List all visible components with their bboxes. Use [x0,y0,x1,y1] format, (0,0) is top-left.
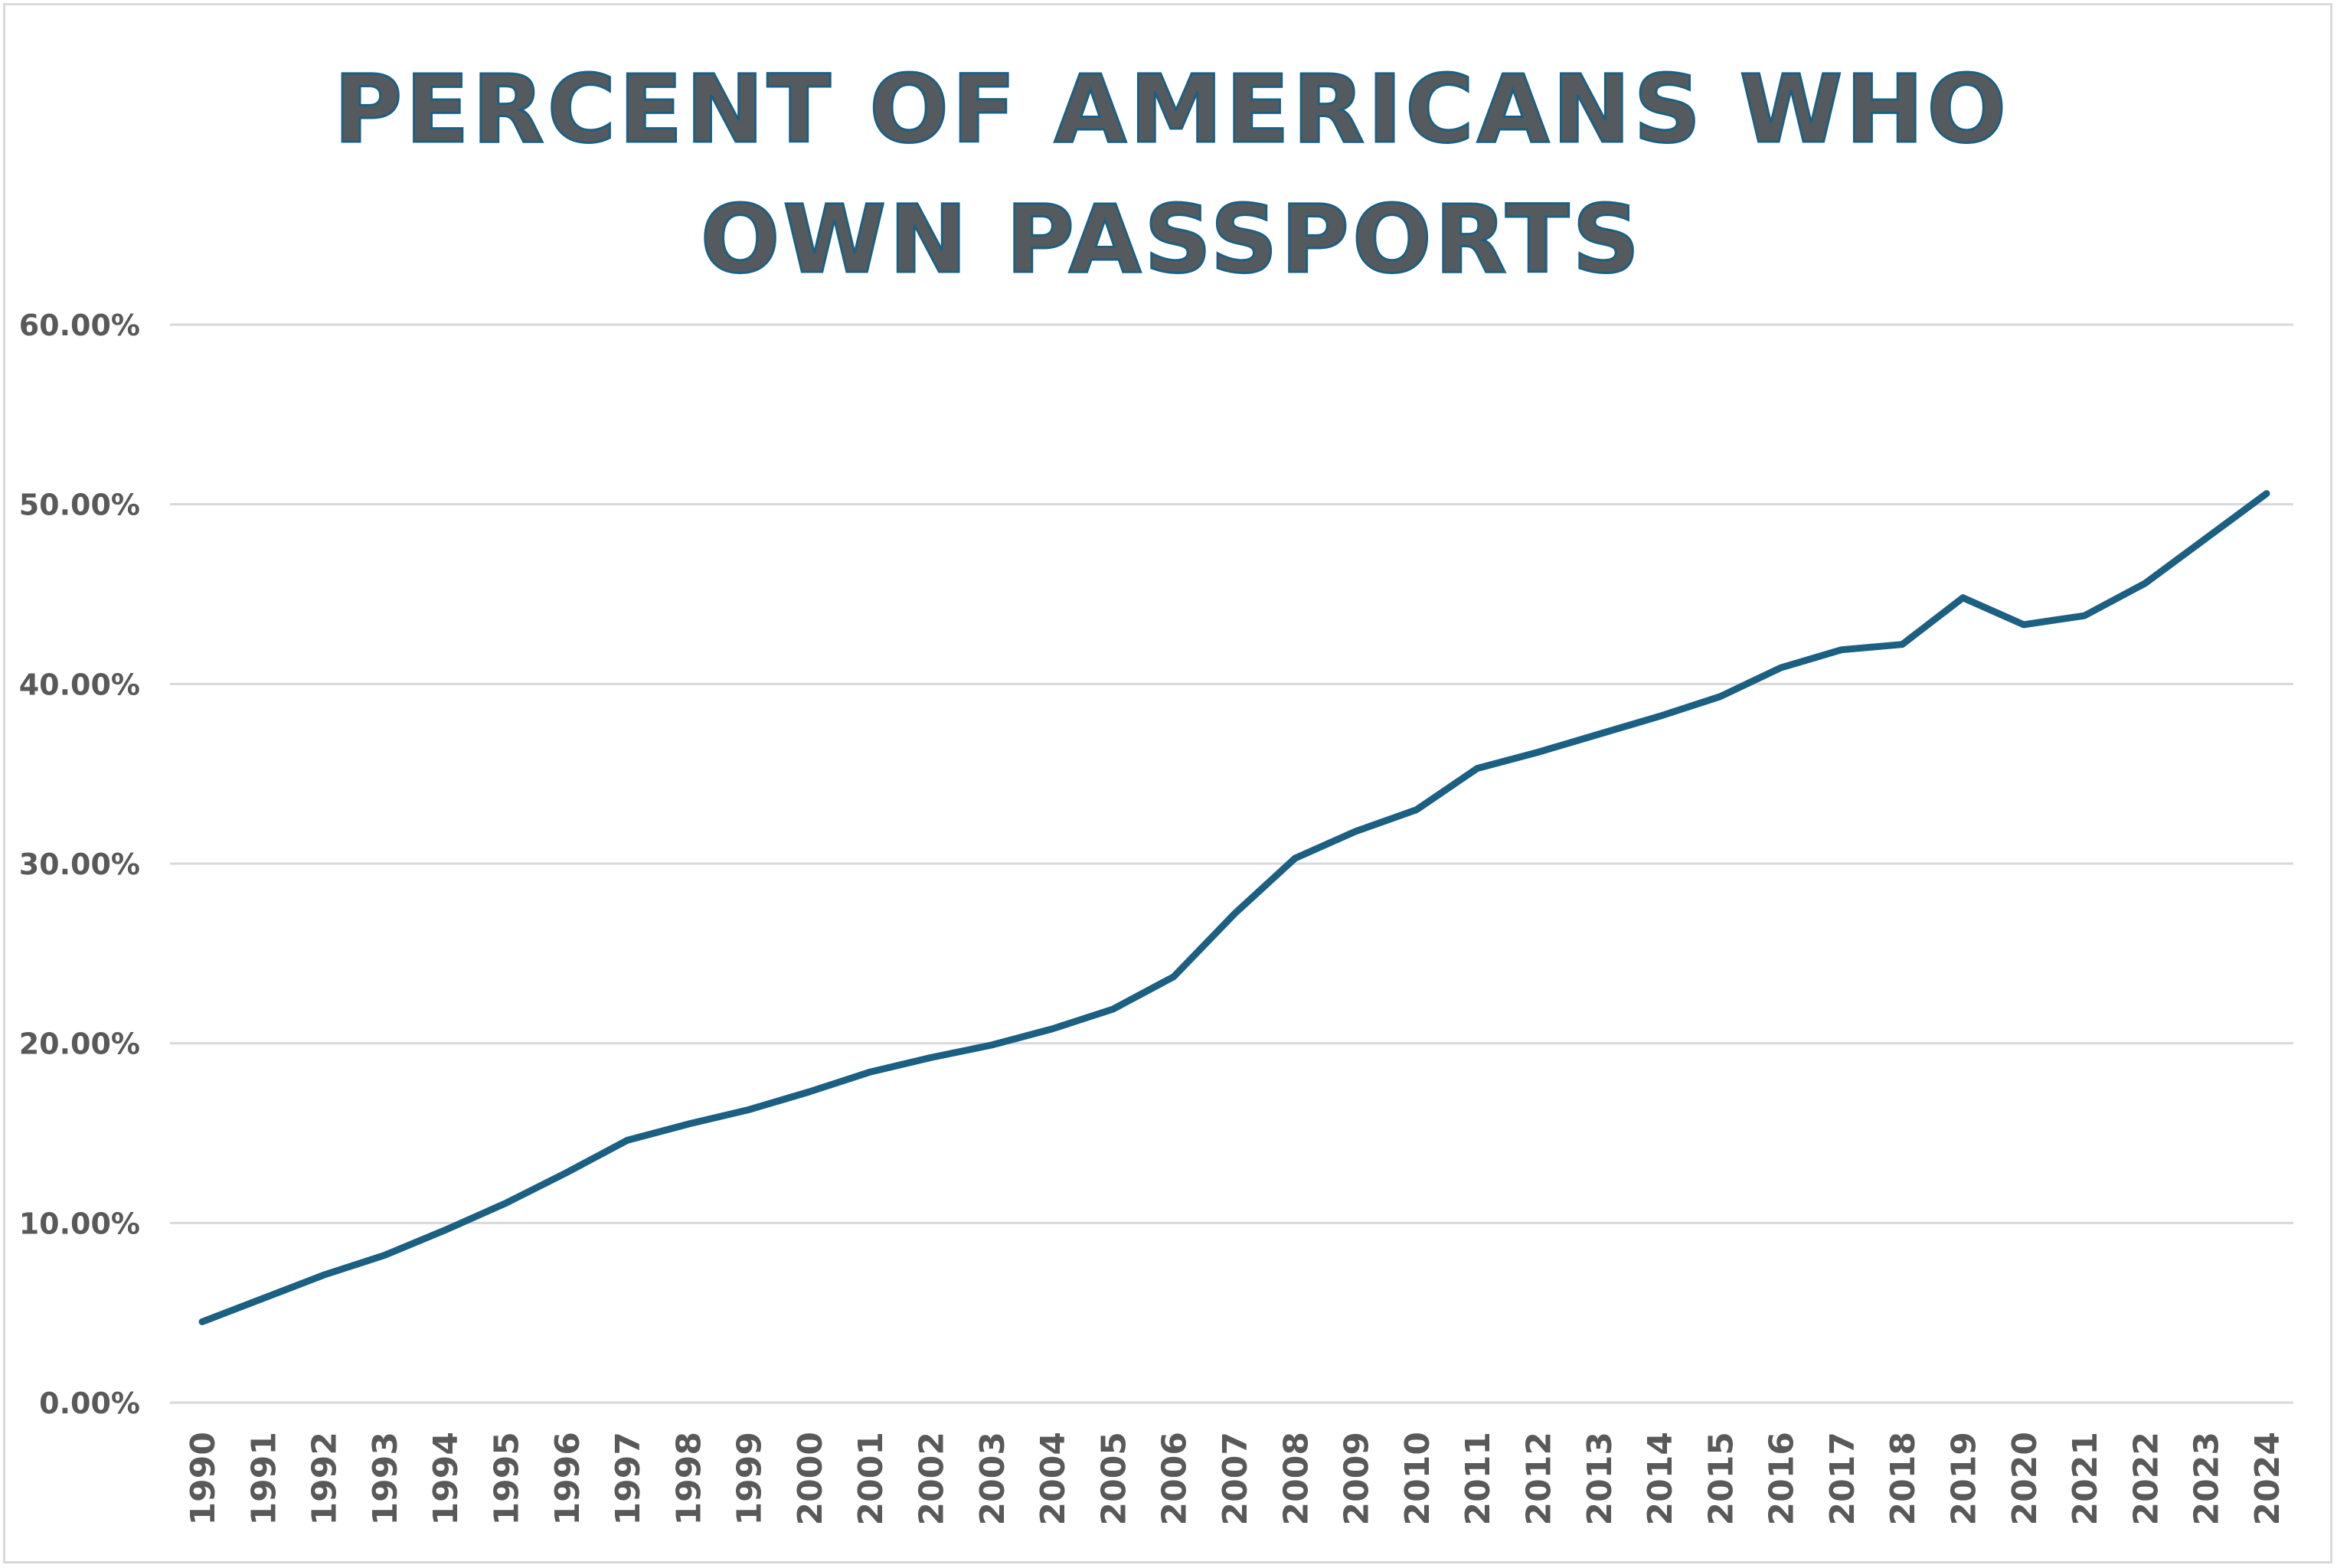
x-tick-label: 2019 [1945,1432,1984,1525]
data-point [1777,665,1784,671]
data-point [1535,749,1541,756]
data-point [381,1252,387,1259]
y-tick-label: 20.00% [19,1027,140,1061]
x-tick-label: 2011 [1459,1432,1498,1525]
data-point [2020,621,2027,628]
data-point [1959,594,1966,601]
x-tick-label: 2023 [2188,1432,2227,1525]
data-point [1231,910,1237,917]
data-point [1717,693,1724,700]
x-tick-label: 2003 [973,1432,1012,1525]
data-point [624,1137,631,1144]
data-point [1110,1006,1116,1013]
x-tick-label: 1997 [609,1432,648,1525]
data-point [1899,641,1906,648]
chart-title: PERCENT OF AMERICANS WHO OWN PASSPORTS [332,54,2010,296]
chart-frame [3,3,2332,1563]
data-point [927,1054,934,1061]
data-point [502,1200,509,1207]
gridlines [170,323,2293,1404]
x-tick-label: 2002 [913,1432,952,1525]
x-tick-label: 2022 [2126,1432,2165,1525]
x-axis-ticks: 1990 1991 1992 1993 1994 1995 1996 1997 1998 1999… [184,1432,2287,1525]
data-point [442,1227,449,1233]
x-tick-label: 2014 [1641,1432,1680,1525]
y-tick-label: 0.00% [39,1387,140,1420]
data-point [806,1089,812,1096]
data-point [1049,1025,1056,1032]
data-point [867,1069,874,1076]
data-point [1413,806,1420,813]
data-point [1656,713,1663,720]
y-axis-ticks: 0.00% 10.00% 20.00% 30.00% 40.00% 50.00% 60.00… [19,309,140,1420]
data-point [199,1318,205,1325]
x-tick-label: 1995 [487,1432,526,1525]
x-tick-label: 2012 [1519,1432,1558,1525]
data-point [685,1121,691,1128]
data-point [1352,828,1359,835]
data-point [320,1272,327,1279]
data-point [1474,765,1481,772]
x-tick-label: 2000 [791,1432,830,1525]
y-tick-label: 40.00% [19,668,140,701]
data-point [1170,973,1177,980]
x-tick-label: 2010 [1398,1432,1437,1525]
x-tick-label: 1993 [366,1432,405,1525]
x-tick-label: 2017 [1823,1432,1862,1525]
x-tick-label: 2001 [851,1432,891,1525]
data-point [1292,854,1299,861]
x-tick-label: 2013 [1580,1432,1620,1525]
x-tick-label: 1996 [548,1432,587,1525]
x-tick-label: 2009 [1338,1432,1377,1525]
data-point [563,1169,570,1176]
data-point [988,1042,995,1049]
y-tick-label: 30.00% [19,848,140,881]
data-point [260,1295,266,1302]
series-line [198,490,2270,1325]
x-tick-label: 2021 [2066,1432,2105,1525]
x-tick-label: 1994 [427,1432,466,1525]
data-point [2081,612,2088,619]
x-tick-label: 1990 [184,1432,223,1525]
data-point [2202,535,2209,542]
data-point [2142,580,2149,586]
data-series [198,490,2270,1325]
data-point [1595,731,1602,738]
x-tick-label: 2020 [2005,1432,2044,1525]
x-tick-label: 2007 [1216,1432,1255,1525]
x-tick-label: 2015 [1701,1432,1740,1525]
x-tick-label: 1991 [244,1432,283,1525]
x-tick-label: 2016 [1763,1432,1802,1525]
x-tick-label: 2024 [2248,1432,2287,1525]
x-tick-label: 1999 [731,1432,770,1525]
data-point [2263,490,2270,497]
x-tick-label: 2005 [1094,1432,1133,1525]
y-tick-label: 60.00% [19,309,140,342]
data-point [1838,646,1845,653]
x-tick-label: 2008 [1276,1432,1316,1525]
x-tick-label: 2018 [1884,1432,1923,1525]
y-tick-label: 10.00% [19,1207,140,1240]
x-tick-label: 1992 [306,1432,345,1525]
x-tick-label: 1998 [669,1432,708,1525]
data-point [745,1106,752,1113]
x-tick-label: 2006 [1155,1432,1195,1525]
x-tick-label: 2004 [1034,1432,1073,1525]
y-tick-label: 50.00% [19,488,140,522]
